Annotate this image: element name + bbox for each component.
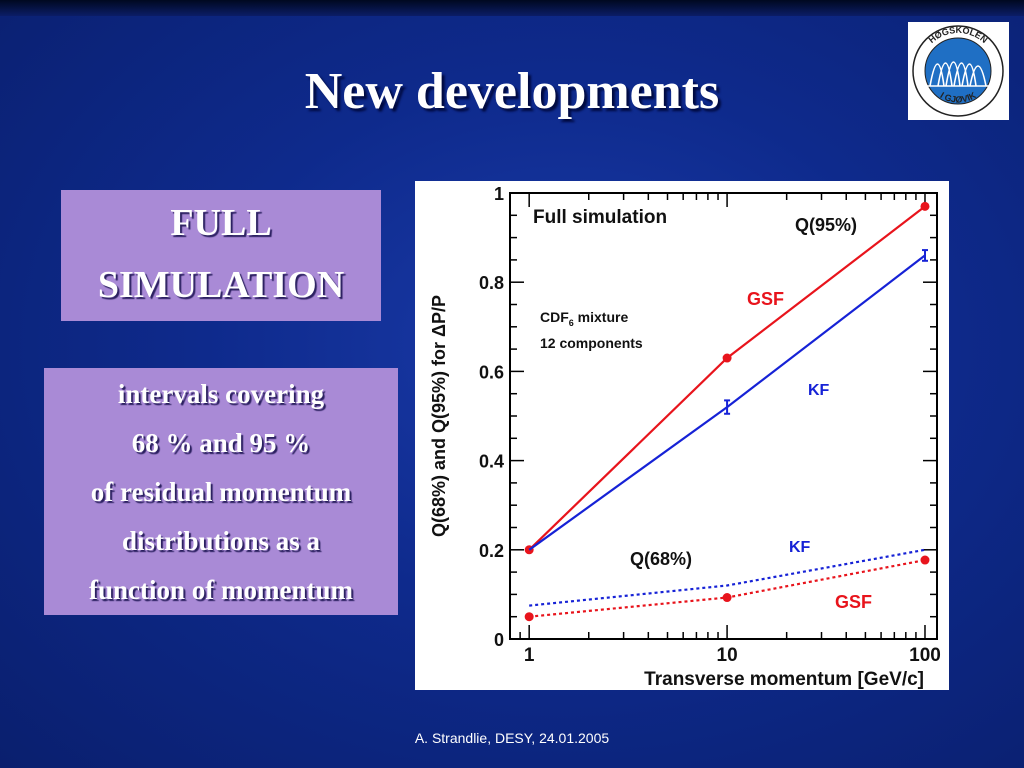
y-tick-label: 0.8 <box>479 273 504 293</box>
y-tick-label: 0.4 <box>479 452 504 472</box>
full-simulation-box: FULL SIMULATION <box>61 190 381 321</box>
slide-title: New developments <box>304 63 720 120</box>
annotation-mixture: CDF6 mixture <box>540 309 628 328</box>
svg-text:I GJØVIK: I GJØVIK <box>938 90 978 105</box>
series-gsf-q95-line <box>528 205 926 551</box>
annotation-q95: Q(95%) <box>795 215 857 235</box>
chart-panel: 0 0.2 0.4 0.6 0.8 1 1 10 100 Full simulation Q(9… <box>415 181 949 690</box>
label-gsf-lower: GSF <box>835 592 872 612</box>
data-point-gsf <box>920 201 930 211</box>
box-full-line-1: FULL <box>170 202 272 244</box>
box-intervals-line-4: distributions as a <box>121 526 321 556</box>
y-tick-label: 1 <box>494 184 504 204</box>
chart-title: Full simulation <box>533 207 667 228</box>
intervals-box: intervals covering 68 % and 95 % of resi… <box>44 368 398 615</box>
y-axis-label: Q(68%) and Q(95%) for ΔP/P <box>429 295 449 537</box>
label-kf-upper: KF <box>808 382 830 399</box>
series-kf-q68-line <box>529 548 926 607</box>
y-tick-label: 0.2 <box>479 541 504 561</box>
x-tick-label: 1 <box>524 645 535 666</box>
plot-frame <box>509 192 938 640</box>
label-kf-lower: KF <box>789 539 811 556</box>
x-tick-label: 100 <box>909 645 941 666</box>
box-intervals-line-3: of residual momentum <box>90 477 352 507</box>
data-point-gsf <box>524 612 534 622</box>
label-gsf-upper: GSF <box>747 289 784 309</box>
data-point-gsf <box>920 555 930 565</box>
box-full-line-2: SIMULATION <box>97 264 345 306</box>
box-intervals-line-1: intervals covering <box>117 379 325 409</box>
box-intervals-line-2: 68 % and 95 % <box>131 428 311 458</box>
data-point-gsf <box>722 593 732 603</box>
chart-svg: 0 0.2 0.4 0.6 0.8 1 1 10 100 Full simulation Q(9… <box>429 184 941 690</box>
data-point-gsf <box>722 353 732 363</box>
box-intervals-line-5: function of momentum <box>89 575 353 605</box>
annotation-q68: Q(68%) <box>630 549 692 569</box>
top-band <box>0 0 1024 16</box>
y-tick-label: 0 <box>494 630 504 650</box>
slide-footer: A. Strandlie, DESY, 24.01.2005 <box>414 730 610 746</box>
x-axis-label: Transverse momentum [GeV/c] <box>644 669 924 690</box>
y-tick-label: 0.6 <box>479 362 504 382</box>
annotation-components: 12 components <box>540 335 643 351</box>
college-logo-icon: HØGSKOLEN I GJØVIK <box>908 22 1009 120</box>
logo-text-bottom: I GJØVIK <box>938 90 978 105</box>
x-tick-label: 10 <box>717 645 738 666</box>
